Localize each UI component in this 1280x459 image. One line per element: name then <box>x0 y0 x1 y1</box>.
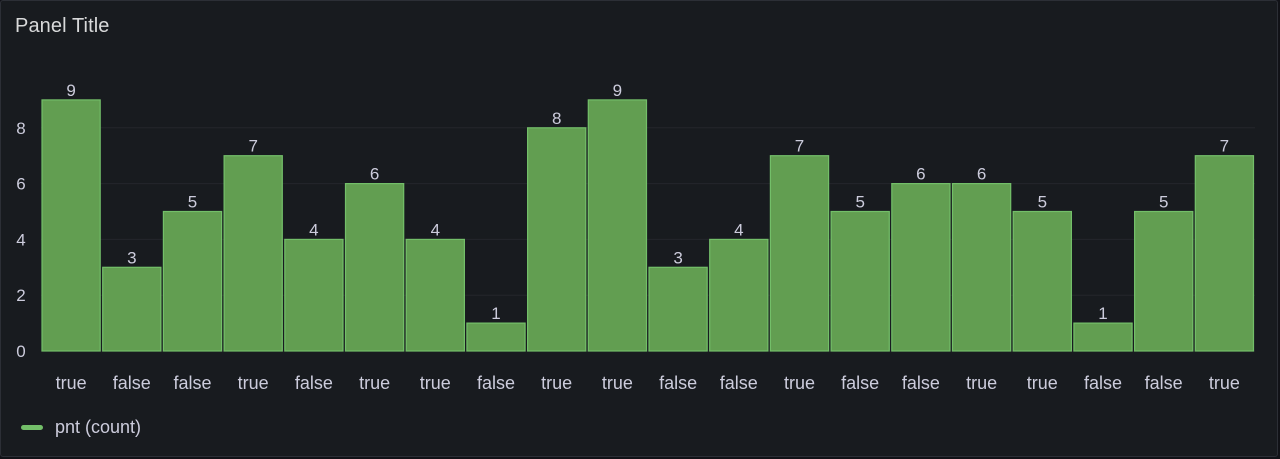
bar-value-label: 1 <box>491 304 500 323</box>
bar-value-label: 3 <box>673 248 682 267</box>
x-tick-label: true <box>966 373 997 393</box>
bar[interactable] <box>709 238 769 352</box>
bar-chart: 0 2 4 6 8 9 3 5 7 4 6 4 1 8 9 3 4 7 5 6 6 5 1 5 7 true false fals… <box>16 81 1255 393</box>
bar-value-label: 5 <box>855 193 864 212</box>
bar[interactable] <box>344 183 405 352</box>
x-tick-label: false <box>295 373 333 393</box>
x-tick-label: false <box>1084 373 1122 393</box>
y-axis-ticks: 0 2 4 6 8 <box>16 119 25 361</box>
y-tick-label: 6 <box>16 175 25 194</box>
y-tick-label: 4 <box>16 230 25 249</box>
x-tick-label: false <box>113 373 151 393</box>
grid-lines <box>41 127 1255 352</box>
bar[interactable] <box>466 322 526 352</box>
legend-swatch <box>21 424 43 430</box>
x-tick-label: true <box>602 373 633 393</box>
x-tick-label: true <box>359 373 390 393</box>
bar-value-label: 4 <box>734 220 743 239</box>
bar[interactable] <box>1012 210 1073 352</box>
x-tick-label: true <box>238 373 269 393</box>
bar-value-label: 1 <box>1098 304 1107 323</box>
bar[interactable] <box>284 238 344 352</box>
bar[interactable] <box>223 155 283 352</box>
bar[interactable] <box>526 127 587 352</box>
bar-value-label: 7 <box>1220 137 1229 156</box>
bar-value-label: 3 <box>127 248 136 267</box>
x-tick-label: false <box>477 373 515 393</box>
bar-value-label: 5 <box>188 193 197 212</box>
bar[interactable] <box>405 238 466 352</box>
bars <box>41 99 1255 352</box>
bar-value-label: 9 <box>66 81 75 100</box>
bar[interactable] <box>1194 155 1255 352</box>
bar[interactable] <box>102 266 162 352</box>
bar-value-label: 4 <box>431 220 440 239</box>
bar[interactable] <box>162 210 223 352</box>
bar-value-labels: 9 3 5 7 4 6 4 1 8 9 3 4 7 5 6 6 5 1 5 7 <box>66 81 1229 323</box>
bar-value-label: 7 <box>795 137 804 156</box>
y-tick-label: 2 <box>16 286 25 305</box>
x-tick-label: true <box>420 373 451 393</box>
bar-value-label: 6 <box>977 165 986 184</box>
x-tick-label: true <box>1209 373 1240 393</box>
y-tick-label: 0 <box>16 342 25 361</box>
bar-value-label: 5 <box>1159 193 1168 212</box>
bar-value-label: 5 <box>1038 193 1047 212</box>
bar[interactable] <box>891 183 951 352</box>
bar[interactable] <box>830 210 890 352</box>
bar[interactable] <box>648 266 708 352</box>
bar[interactable] <box>1073 322 1133 352</box>
bar-value-label: 6 <box>916 165 925 184</box>
bar-value-label: 6 <box>370 165 379 184</box>
x-axis-ticks: true false false true false true true false true… <box>56 373 1240 393</box>
bar[interactable] <box>41 99 101 352</box>
bar[interactable] <box>587 99 648 352</box>
bar-value-label: 7 <box>248 137 257 156</box>
bar[interactable] <box>1133 210 1194 352</box>
legend-label[interactable]: pnt (count) <box>55 416 142 437</box>
bar[interactable] <box>951 183 1012 352</box>
x-tick-label: false <box>720 373 758 393</box>
bar-value-label: 9 <box>613 81 622 100</box>
bar-value-label: 8 <box>552 109 561 128</box>
x-tick-label: false <box>902 373 940 393</box>
panel-title[interactable]: Panel Title <box>15 15 110 37</box>
bar-value-label: 4 <box>309 220 318 239</box>
bar[interactable] <box>769 155 830 352</box>
x-tick-label: false <box>659 373 697 393</box>
x-tick-label: true <box>784 373 815 393</box>
x-tick-label: false <box>841 373 879 393</box>
x-tick-label: false <box>1145 373 1183 393</box>
y-tick-label: 8 <box>16 119 25 138</box>
x-tick-label: true <box>1027 373 1058 393</box>
legend[interactable]: pnt (count) <box>21 415 141 439</box>
x-tick-label: true <box>56 373 87 393</box>
x-tick-label: false <box>173 373 211 393</box>
x-tick-label: true <box>541 373 572 393</box>
